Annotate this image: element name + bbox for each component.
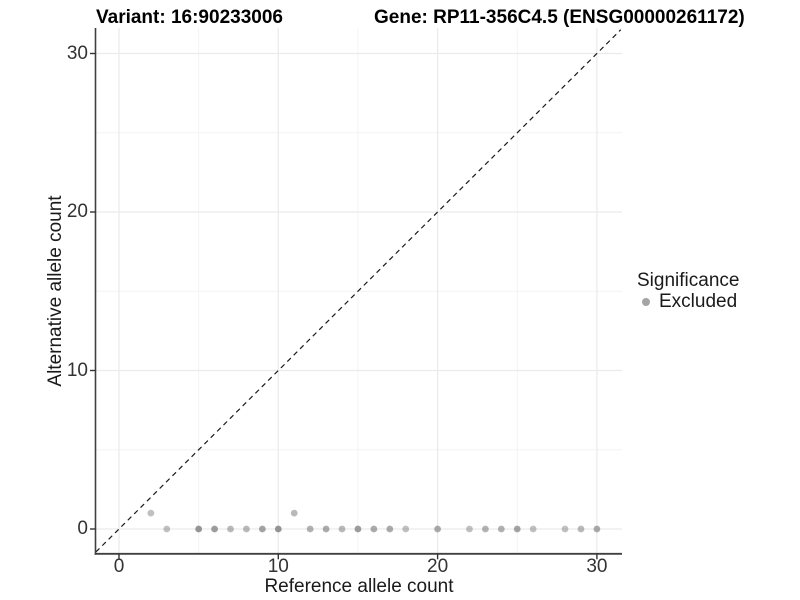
legend-entry-label: Excluded <box>659 291 738 312</box>
data-point <box>370 525 378 533</box>
data-point <box>434 525 441 533</box>
data-point <box>195 525 203 533</box>
minor-gridlines <box>95 28 622 554</box>
data-point <box>561 525 569 533</box>
data-point <box>481 525 489 533</box>
data-point <box>322 525 330 533</box>
data-point <box>163 525 171 533</box>
data-point <box>386 525 394 533</box>
y-tick-label: 20 <box>66 201 88 222</box>
data-point <box>243 525 250 533</box>
data-point <box>306 525 314 533</box>
data-point <box>290 509 298 517</box>
y-tick-label: 0 <box>77 518 88 539</box>
data-point <box>402 525 410 533</box>
data-point <box>274 525 282 533</box>
data-point <box>258 525 266 533</box>
x-tick-label: 30 <box>586 556 608 577</box>
y-tick-label: 10 <box>66 359 88 381</box>
axis-tick-marks <box>90 52 598 560</box>
data-points <box>147 509 601 533</box>
legend-entry-excluded: Excluded <box>637 291 739 312</box>
variant-title: Variant: 16:90233006 <box>96 7 283 28</box>
x-tick-label: 20 <box>427 556 449 577</box>
legend: Significance Excluded <box>637 270 739 312</box>
data-point <box>466 525 473 533</box>
data-point <box>593 525 601 533</box>
identity-dashed-line <box>95 29 622 553</box>
excluded-point-icon <box>642 298 650 306</box>
data-point <box>513 525 521 533</box>
legend-title: Significance <box>637 270 740 291</box>
x-tick-label: 0 <box>113 556 125 577</box>
x-axis-title: Reference allele count <box>264 576 454 597</box>
data-point <box>147 509 155 517</box>
data-point <box>338 525 346 533</box>
data-point <box>529 525 537 533</box>
data-point <box>577 525 585 533</box>
data-point <box>211 525 218 533</box>
axis-lines <box>94 28 622 555</box>
y-tick-label: 30 <box>66 42 88 64</box>
data-point <box>227 525 234 533</box>
y-axis-title: Alternative allele count <box>45 195 66 387</box>
gene-title: Gene: RP11-356C4.5 (ENSG00000261172) <box>374 7 745 28</box>
x-tick-label: 10 <box>267 556 289 577</box>
data-point <box>497 525 505 533</box>
identity-line <box>95 29 622 553</box>
data-point <box>354 525 362 533</box>
